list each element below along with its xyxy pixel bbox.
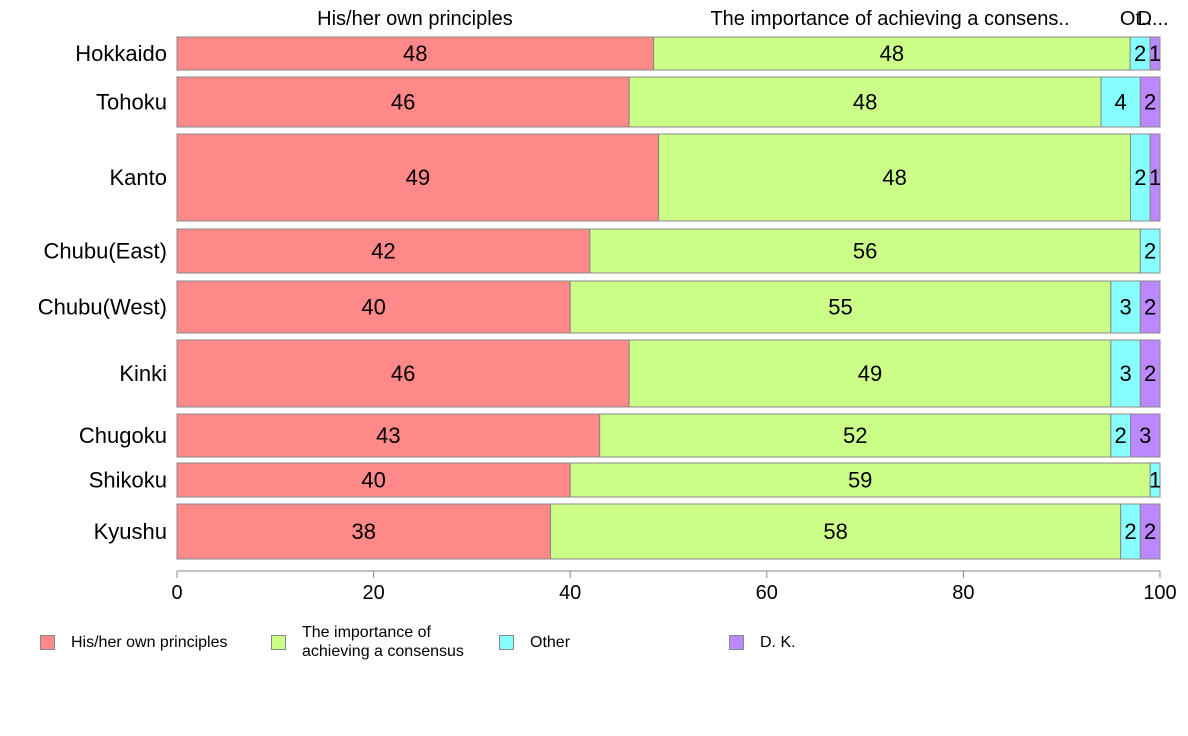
bar-kanto-the-importance-of-achieving-a-consensus	[658, 133, 1132, 222]
data-label-kanto-d-k: 1	[1149, 165, 1161, 190]
data-label-shikoku-other: 1	[1149, 468, 1161, 493]
series-header-4: D...	[1137, 8, 1168, 30]
bar-kyushu-d-k	[1139, 503, 1161, 560]
data-label-tohoku-other: 4	[1115, 90, 1127, 115]
data-label-chugoku-other: 2	[1115, 423, 1127, 448]
bar-tohoku-d-k	[1139, 76, 1161, 128]
x-tick-label-20: 20	[362, 582, 384, 604]
series-header-1: His/her own principles	[317, 8, 513, 30]
data-label-chubu-west-other: 3	[1119, 295, 1131, 320]
category-label-chugoku: Chugoku	[79, 423, 167, 448]
bar-kanto-his-her-own-principles	[176, 133, 660, 222]
bar-hokkaido-his-her-own-principles	[176, 36, 655, 71]
data-label-kinki-d-k: 2	[1144, 361, 1156, 386]
legend-item-dk: D. K.	[729, 622, 796, 662]
category-label-kanto: Kanto	[110, 165, 168, 190]
bar-shikoku-his-her-own-principles	[176, 462, 571, 498]
data-label-kyushu-d-k: 2	[1144, 519, 1156, 544]
category-label-tohoku: Tohoku	[96, 90, 167, 115]
data-label-kinki-his-her-own-principles: 46	[391, 361, 415, 386]
bar-chubu-east-his-her-own-principles	[176, 228, 591, 274]
bar-tohoku-other	[1100, 76, 1141, 128]
bar-shikoku-other	[1149, 462, 1161, 498]
data-label-chubu-east-his-her-own-principles: 42	[371, 239, 395, 264]
data-label-kyushu-his-her-own-principles: 38	[352, 519, 376, 544]
data-label-kanto-the-importance-of-achieving-a-consensus: 48	[882, 165, 906, 190]
bar-hokkaido-d-k	[1149, 36, 1161, 71]
bar-kinki-d-k	[1139, 339, 1161, 408]
series-header-2: The importance of achieving a consens..	[710, 8, 1069, 30]
x-tick-label-60: 60	[756, 582, 778, 604]
bar-kinki-the-importance-of-achieving-a-consensus	[628, 339, 1112, 408]
bar-kyushu-the-importance-of-achieving-a-consensus	[550, 503, 1122, 560]
bar-tohoku-his-her-own-principles	[176, 76, 630, 128]
bar-chugoku-the-importance-of-achieving-a-consensus	[599, 413, 1112, 458]
data-label-chubu-west-d-k: 2	[1144, 295, 1156, 320]
category-label-hokkaido: Hokkaido	[75, 41, 167, 66]
legend-item-other: Other	[499, 622, 570, 662]
data-label-chugoku-his-her-own-principles: 43	[376, 423, 400, 448]
category-label-kyushu: Kyushu	[94, 519, 167, 544]
legend-label-consensus: The importance of achieving a consensus	[302, 624, 464, 660]
bar-chubu-west-d-k	[1139, 280, 1161, 334]
legend-swatch-principles	[40, 634, 55, 650]
data-label-chugoku-the-importance-of-achieving-a-consensus: 52	[843, 423, 867, 448]
bar-chubu-west-the-importance-of-achieving-a-consensus	[569, 280, 1112, 334]
category-label-kinki: Kinki	[119, 361, 167, 386]
data-label-hokkaido-his-her-own-principles: 48	[403, 41, 427, 66]
data-label-chubu-west-the-importance-of-achieving-a-consensus: 55	[828, 295, 852, 320]
x-tick-label-100: 100	[1143, 582, 1176, 604]
legend-item-consensus: The importance of achieving a consensus	[271, 622, 464, 662]
legend-label-principles: His/her own principles	[71, 633, 228, 651]
bar-hokkaido-the-importance-of-achieving-a-consensus	[653, 36, 1131, 71]
series-header-3: Ot..	[1120, 8, 1152, 30]
category-label-chubu-west: Chubu(West)	[38, 295, 167, 320]
data-label-tohoku-the-importance-of-achieving-a-consensus: 48	[853, 90, 877, 115]
data-label-kanto-other: 2	[1134, 165, 1146, 190]
category-label-chubu-east: Chubu(East)	[43, 239, 167, 264]
data-label-kinki-other: 3	[1119, 361, 1131, 386]
legend-swatch-consensus	[271, 634, 286, 650]
data-label-chugoku-d-k: 3	[1139, 423, 1151, 448]
bar-chugoku-his-her-own-principles	[176, 413, 601, 458]
bar-kyushu-his-her-own-principles	[176, 503, 552, 560]
data-label-chubu-east-the-importance-of-achieving-a-consensus: 56	[853, 239, 877, 264]
data-label-kanto-his-her-own-principles: 49	[406, 165, 430, 190]
data-label-tohoku-his-her-own-principles: 46	[391, 90, 415, 115]
data-label-hokkaido-other: 2	[1134, 41, 1146, 66]
data-label-kyushu-other: 2	[1124, 519, 1136, 544]
bar-shikoku-the-importance-of-achieving-a-consensus	[569, 462, 1151, 498]
legend-label-other: Other	[530, 633, 571, 651]
x-tick-label-0: 0	[171, 582, 182, 604]
legend-swatch-other	[499, 634, 514, 650]
category-label-shikoku: Shikoku	[89, 468, 167, 493]
data-label-hokkaido-d-k: 1	[1149, 41, 1161, 66]
data-label-shikoku-the-importance-of-achieving-a-consensus: 59	[848, 468, 872, 493]
data-label-tohoku-d-k: 2	[1144, 90, 1156, 115]
data-label-kinki-the-importance-of-achieving-a-consensus: 49	[858, 361, 882, 386]
data-label-chubu-west-his-her-own-principles: 40	[361, 295, 385, 320]
data-label-hokkaido-the-importance-of-achieving-a-consensus: 48	[880, 41, 904, 66]
legend-swatch-dk	[729, 634, 744, 650]
data-label-chubu-east-other: 2	[1144, 239, 1156, 264]
bar-chubu-east-other	[1139, 228, 1161, 274]
legend-label-dk: D. K.	[760, 633, 796, 651]
bar-chubu-east-the-importance-of-achieving-a-consensus	[589, 228, 1141, 274]
data-label-shikoku-his-her-own-principles: 40	[361, 468, 385, 493]
x-tick-label-80: 80	[952, 582, 974, 604]
bar-chubu-west-other	[1110, 280, 1141, 334]
bar-kanto-d-k	[1149, 133, 1161, 222]
chart-legend: His/her own principles The importance of…	[40, 622, 1140, 662]
x-tick-label-40: 40	[559, 582, 581, 604]
bar-chugoku-d-k	[1130, 413, 1161, 458]
data-label-kyushu-the-importance-of-achieving-a-consensus: 58	[823, 519, 847, 544]
bar-chubu-west-his-her-own-principles	[176, 280, 571, 334]
legend-item-principles: His/her own principles	[40, 622, 228, 662]
